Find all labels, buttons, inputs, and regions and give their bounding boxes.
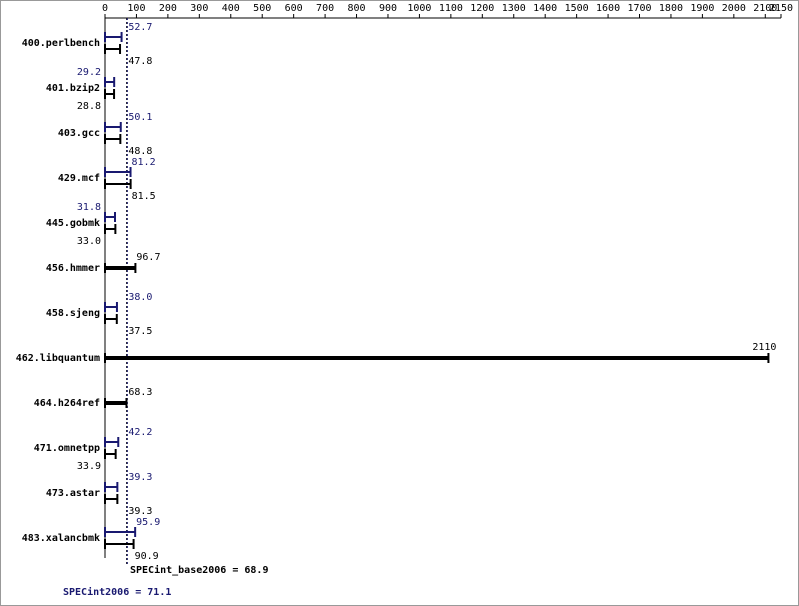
category-label: 483.xalancbmk (22, 533, 100, 544)
x-tick-label: 0 (102, 3, 108, 14)
x-tick-label: 1100 (439, 3, 463, 14)
value-label: 81.2 (132, 157, 156, 168)
x-tick-label: 200 (159, 3, 177, 14)
x-tick-label: 300 (190, 3, 208, 14)
category-label: 429.mcf (58, 173, 100, 184)
x-tick-label: 1500 (565, 3, 589, 14)
value-label: 48.8 (128, 146, 152, 157)
category-label: 473.astar (46, 488, 100, 499)
category-label: 458.sjeng (46, 307, 100, 319)
category-label: 456.hmmer (46, 263, 100, 274)
category-label: 445.gobmk (46, 218, 100, 229)
category-label: 401.bzip2 (46, 82, 100, 94)
x-tick-label: 400 (222, 3, 240, 14)
value-label: 96.7 (136, 252, 160, 263)
category-label: 464.h264ref (34, 398, 100, 409)
x-tick-label: 1300 (502, 3, 526, 14)
value-label: 31.8 (77, 202, 101, 213)
x-tick-label: 2000 (722, 3, 746, 14)
reference-label: SPECint2006 = 71.1 (63, 586, 171, 598)
reference-label: SPECint_base2006 = 68.9 (130, 564, 268, 576)
x-tick-label: 600 (285, 3, 303, 14)
x-tick-label: 500 (253, 3, 271, 14)
x-tick-label: 800 (348, 3, 366, 14)
x-tick-label: 1200 (470, 3, 494, 14)
x-tick-label: 1900 (690, 3, 714, 14)
x-tick-label: 1800 (659, 3, 683, 14)
category-label: 471.omnetpp (34, 443, 100, 454)
value-label: 47.8 (128, 56, 152, 67)
value-label: 37.5 (128, 326, 152, 337)
x-tick-label: 1000 (407, 3, 431, 14)
value-label: 38.0 (128, 292, 152, 303)
value-label: 50.1 (128, 112, 152, 123)
value-label: 90.9 (135, 551, 159, 562)
value-label: 81.5 (132, 191, 156, 202)
value-label: 33.9 (77, 461, 101, 472)
value-label: 42.2 (128, 427, 152, 438)
x-tick-label: 100 (127, 3, 145, 14)
value-label: 29.2 (77, 67, 101, 78)
x-tick-label: 1600 (596, 3, 620, 14)
value-label: 39.3 (128, 506, 152, 517)
value-label: 95.9 (136, 517, 160, 528)
value-label: 52.7 (128, 22, 152, 33)
value-label: 28.8 (77, 101, 101, 112)
value-label: 2110 (752, 342, 776, 353)
category-label: 462.libquantum (16, 352, 100, 364)
x-tick-label: 700 (316, 3, 334, 14)
x-tick-label: 1400 (533, 3, 557, 14)
value-label: 33.0 (77, 236, 101, 247)
value-label: 39.3 (128, 472, 152, 483)
x-tick-label: 1700 (627, 3, 651, 14)
category-label: 403.gcc (58, 128, 100, 139)
x-tick-label: 2100 (753, 3, 777, 14)
x-tick-label: 2150 (769, 3, 793, 14)
category-label: 400.perlbench (22, 38, 100, 49)
value-label: 68.3 (128, 387, 152, 398)
x-tick-label: 900 (379, 3, 397, 14)
